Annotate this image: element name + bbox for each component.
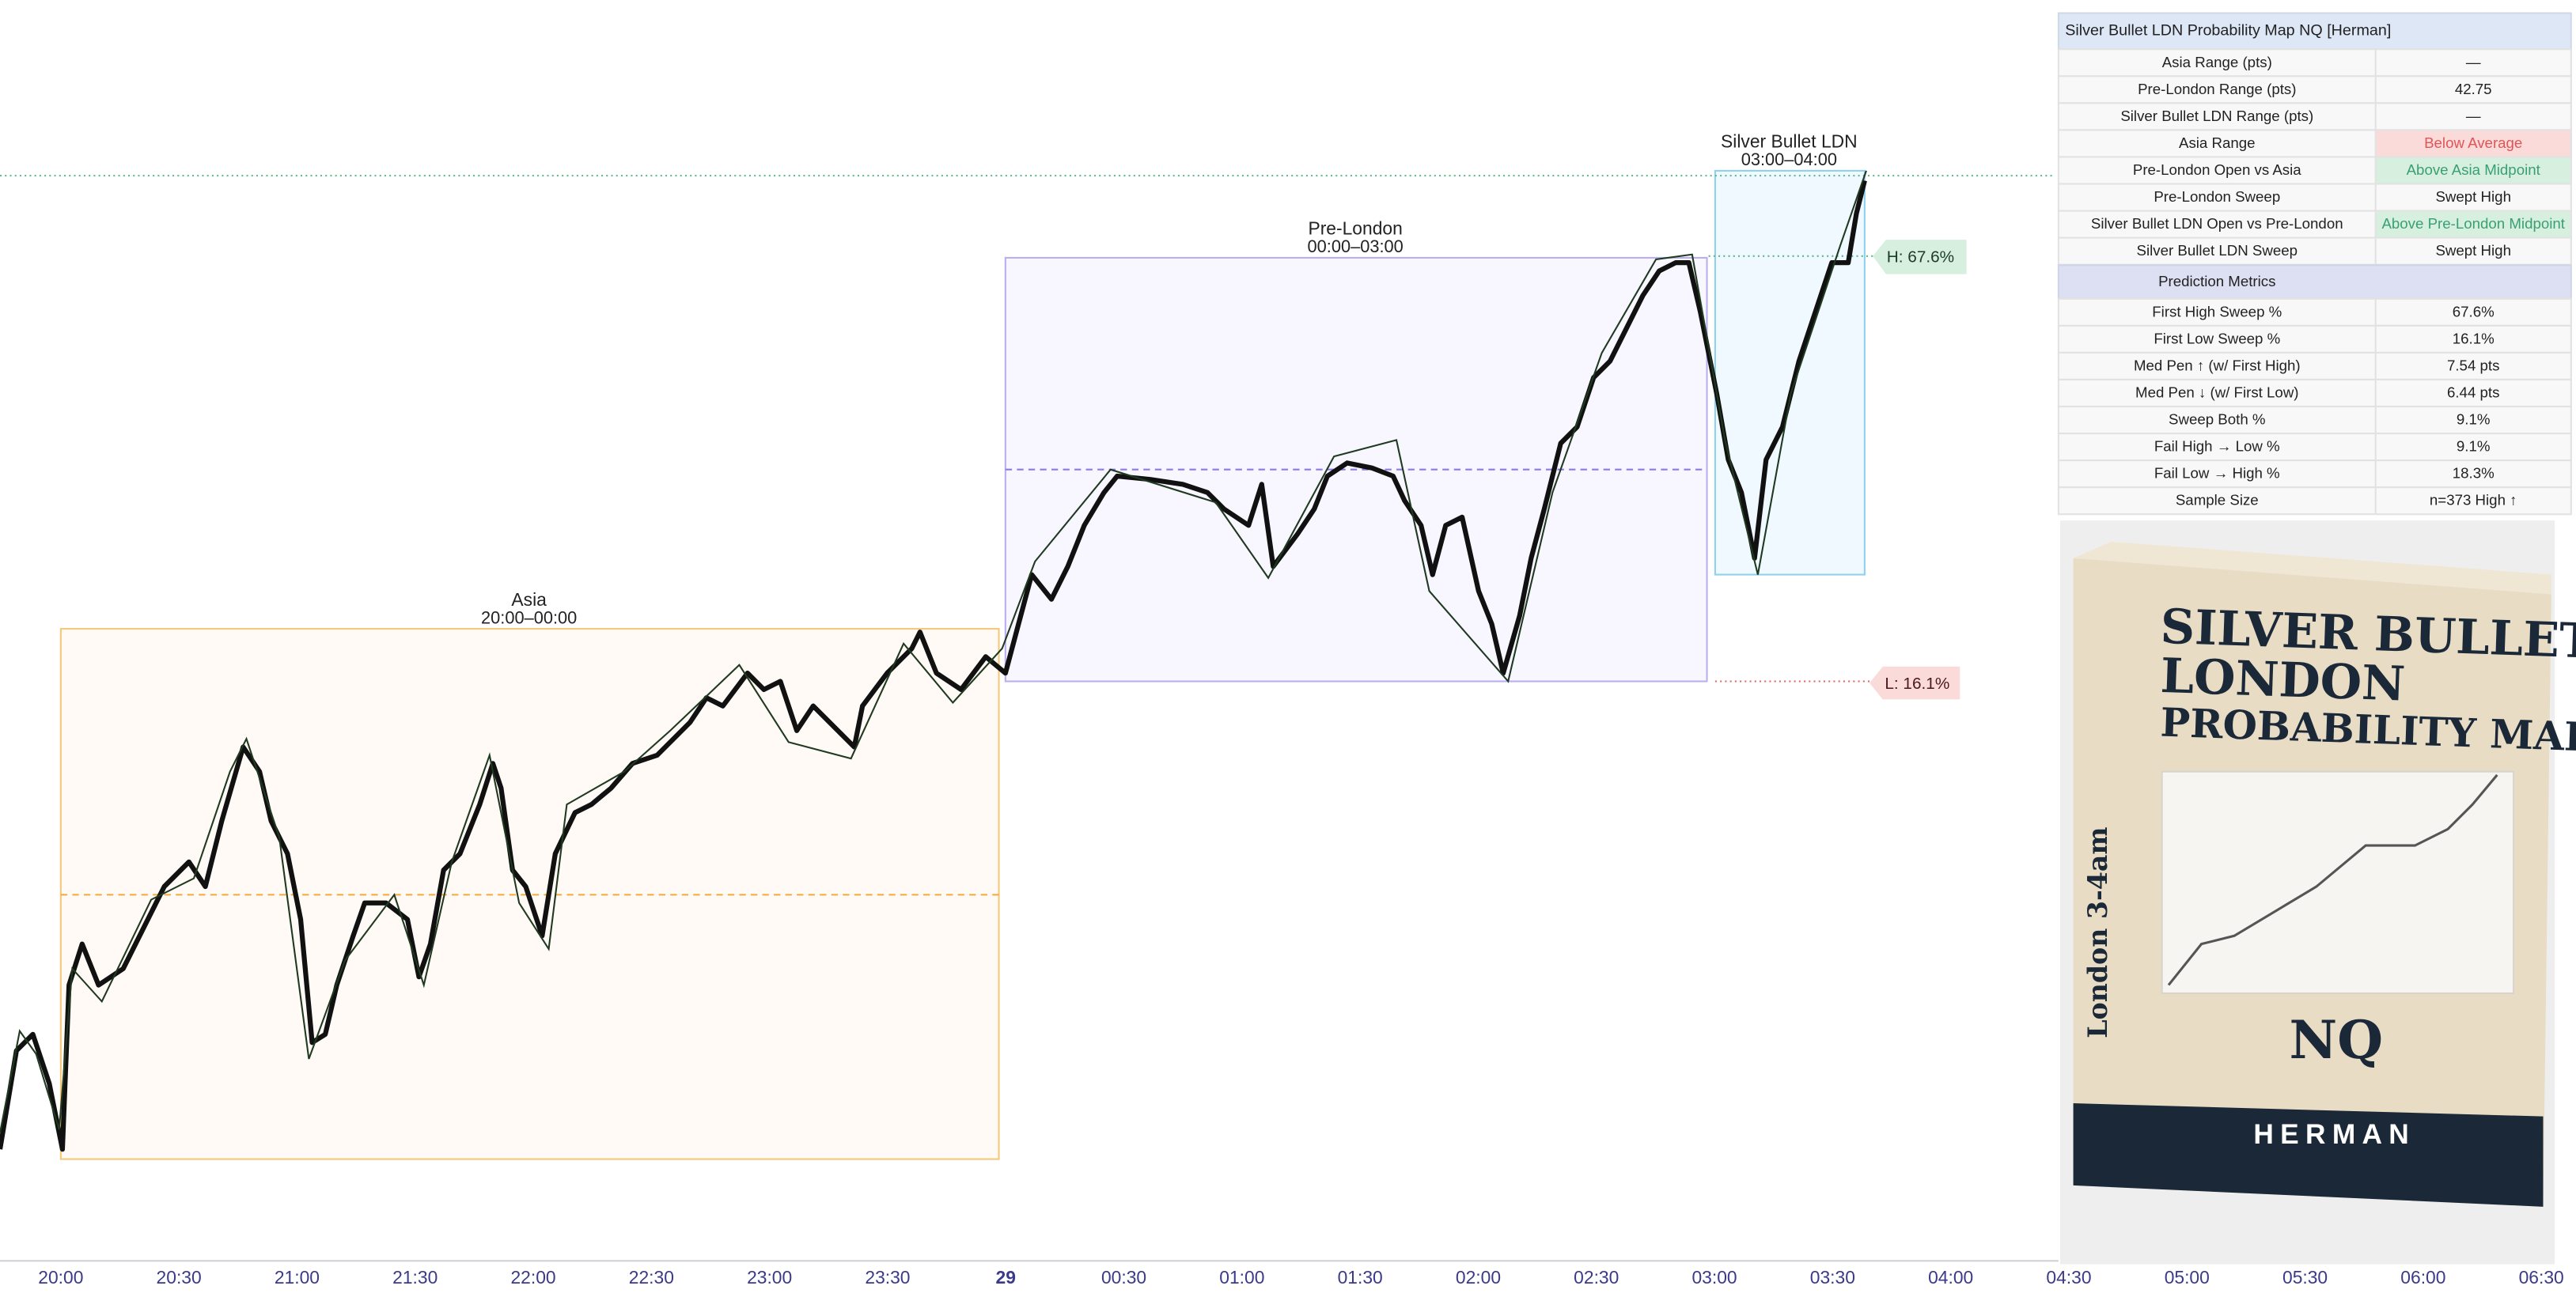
session-name: Silver Bullet LDN <box>1721 131 1858 152</box>
time-label: 00:30 <box>1101 1267 1146 1288</box>
box-band <box>2073 1103 2544 1207</box>
low-tag <box>1869 666 1960 700</box>
price-trace <box>0 180 1867 1152</box>
row-label: Fail High → Low % <box>2154 438 2280 455</box>
section-title: Prediction Metrics <box>2158 273 2275 289</box>
row-value: Above Pre-London Midpoint <box>2381 215 2565 232</box>
session-name: Asia <box>511 589 547 610</box>
row-label: Sample Size <box>2176 492 2259 509</box>
time-label: 23:30 <box>865 1267 910 1288</box>
table-cell <box>2374 102 2572 131</box>
time-label: 06:00 <box>2400 1267 2445 1288</box>
box-top <box>2073 542 2551 595</box>
low-tag-label: L: 16.1% <box>1885 675 1949 693</box>
table-cell <box>2374 459 2572 489</box>
row-value: 18.3% <box>2453 465 2495 482</box>
table-cell <box>2374 129 2572 158</box>
time-label: 03:30 <box>1810 1267 1855 1288</box>
row-label: Pre-London Range (pts) <box>2138 81 2296 97</box>
row-label: Silver Bullet LDN Sweep <box>2137 242 2298 259</box>
cover-chart <box>2161 770 2515 994</box>
silver-bullet-box <box>1714 169 1866 576</box>
session-name: Pre-London <box>1308 218 1402 239</box>
time-label: 06:30 <box>2519 1267 2564 1288</box>
price-wicks <box>0 170 1867 1133</box>
row-label: Asia Range (pts) <box>2162 54 2272 70</box>
row-label: Med Pen ↑ (w/ First High) <box>2134 357 2301 373</box>
cover-side: London 3-4am <box>2082 826 2113 1038</box>
table-cell <box>2374 433 2572 462</box>
time-label: 02:30 <box>1574 1267 1619 1288</box>
row-label: Silver Bullet LDN Open vs Pre-London <box>2091 215 2343 232</box>
table-cell <box>2374 48 2572 78</box>
row-label: Silver Bullet LDN Range (pts) <box>2120 108 2313 124</box>
time-label: 01:00 <box>1219 1267 1264 1288</box>
row-label: Med Pen ↓ (w/ First Low) <box>2135 384 2299 401</box>
row-value: Swept High <box>2435 242 2510 259</box>
cover-symbol: NQ <box>2290 1009 2384 1071</box>
row-value: 16.1% <box>2453 330 2495 346</box>
row-value: 42.75 <box>2455 81 2492 97</box>
cover-image <box>2059 520 2555 1265</box>
time-label: 05:00 <box>2165 1267 2210 1288</box>
time-label: 22:30 <box>629 1267 674 1288</box>
time-label: 23:00 <box>747 1267 792 1288</box>
row-value: 9.1% <box>2457 411 2491 428</box>
row-value: — <box>2466 54 2481 70</box>
time-label: 01:30 <box>1338 1267 1383 1288</box>
row-value: — <box>2466 108 2481 124</box>
table-cell <box>2374 378 2572 408</box>
high-tag-label: H: 67.6% <box>1887 248 1954 266</box>
row-label: Asia Range <box>2179 134 2256 151</box>
stats-table: Silver Bullet LDN Probability Map NQ [He… <box>2057 12 2572 516</box>
time-label: 05:30 <box>2282 1267 2328 1288</box>
table-cell <box>2374 183 2572 212</box>
time-label: 20:00 <box>38 1267 83 1288</box>
row-value: Swept High <box>2435 188 2510 205</box>
row-label: First Low Sweep % <box>2154 330 2280 346</box>
row-label: First High Sweep % <box>2152 303 2282 320</box>
table-cell <box>2374 297 2572 327</box>
time-label: 04:00 <box>1928 1267 1973 1288</box>
row-value: Above Asia Midpoint <box>2407 161 2541 178</box>
row-label: Pre-London Open vs Asia <box>2133 161 2301 178</box>
cover-chart-line <box>2167 773 2498 986</box>
row-label: Pre-London Sweep <box>2154 188 2280 205</box>
time-label: 04:30 <box>2046 1267 2091 1288</box>
row-label: Fail Low → High % <box>2154 465 2280 482</box>
time-label: 21:30 <box>392 1267 438 1288</box>
time-label: 29 <box>996 1267 1016 1288</box>
time-label: 20:30 <box>157 1267 202 1288</box>
table-cell <box>2374 486 2572 516</box>
table-cell <box>2374 405 2572 435</box>
time-axis-labels: 20:00 20:30 21:00 21:30 22:00 22:30 23:00 23:30… <box>38 1267 2564 1288</box>
table-cell <box>2374 75 2572 104</box>
cover-author: HERMAN <box>2253 1119 2415 1150</box>
time-label: 21:00 <box>275 1267 320 1288</box>
cover-title: LONDON <box>2160 648 2407 713</box>
session-time: 03:00–04:00 <box>1741 149 1837 169</box>
table-title: Silver Bullet LDN Probability Map NQ [He… <box>2065 22 2391 40</box>
table-cell <box>2374 210 2572 239</box>
row-value: n=373 High ↑ <box>2430 492 2517 509</box>
row-value: Below Average <box>2424 134 2522 151</box>
row-value: 67.6% <box>2453 303 2495 320</box>
row-value: 7.54 pts <box>2447 357 2499 373</box>
time-label: 02:00 <box>1456 1267 1501 1288</box>
table-cell <box>2374 351 2572 380</box>
high-tag <box>1873 240 1967 274</box>
section-header <box>2057 264 2572 300</box>
session-time: 00:00–03:00 <box>1308 236 1404 256</box>
time-label: 03:00 <box>1691 1267 1737 1288</box>
row-value: 6.44 pts <box>2447 384 2499 401</box>
row-label: Sweep Both % <box>2169 411 2266 428</box>
time-label: 22:00 <box>510 1267 555 1288</box>
row-value: 9.1% <box>2457 438 2491 455</box>
table-cell <box>2374 324 2572 354</box>
session-time: 20:00–00:00 <box>481 607 577 627</box>
